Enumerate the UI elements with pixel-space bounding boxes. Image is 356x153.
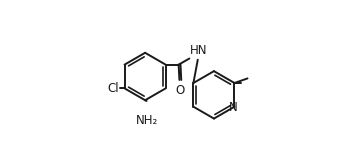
- Text: O: O: [176, 84, 185, 97]
- Text: HN: HN: [190, 44, 208, 57]
- Text: NH₂: NH₂: [136, 114, 158, 127]
- Text: Cl: Cl: [108, 82, 119, 95]
- Text: N: N: [229, 101, 238, 114]
